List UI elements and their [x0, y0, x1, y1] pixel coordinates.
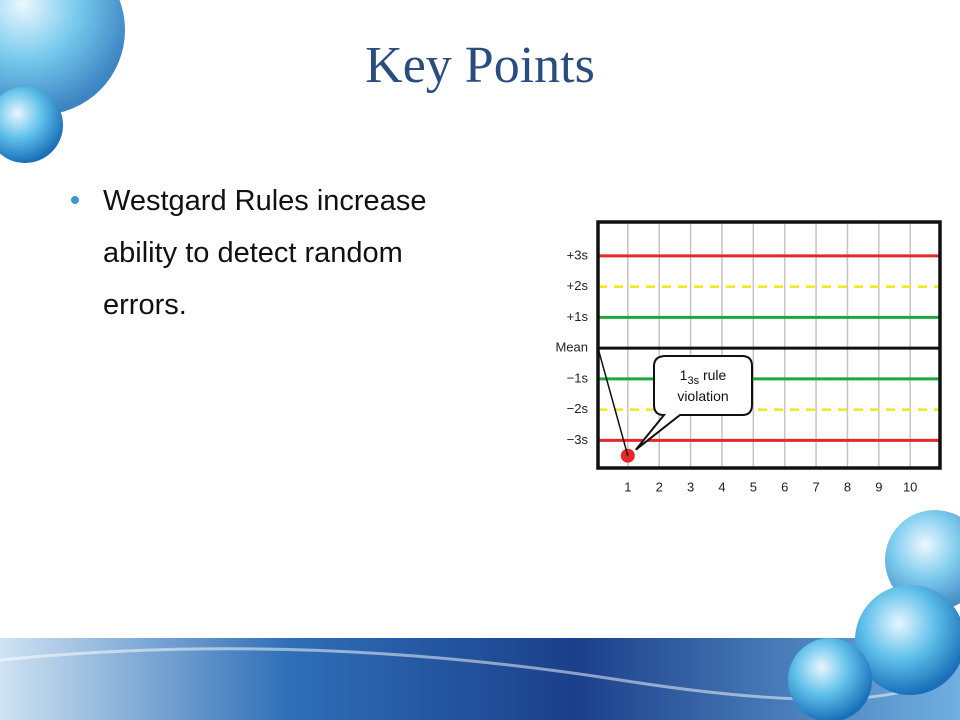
slide-title: Key Points [365, 37, 595, 94]
callout-text-part: 1 [680, 367, 688, 383]
callout-text-part: 3s [687, 375, 699, 387]
callout-pointer [597, 347, 629, 456]
callout-bubble [635, 355, 753, 451]
callout-text: 13s rule [680, 367, 727, 387]
x-tick-label: 7 [812, 479, 819, 494]
bullet-line: errors. [103, 289, 187, 321]
callout-text-part: rule [699, 367, 726, 383]
y-tick-label: +2s [567, 278, 589, 293]
x-tick-label: 6 [781, 479, 788, 494]
y-tick-label: −1s [567, 370, 589, 385]
bullet: Westgard Rules increase ability to detect… [103, 185, 426, 321]
x-tick-label: 8 [844, 479, 851, 494]
y-tick-label: +3s [567, 247, 589, 262]
x-tick-label: 4 [718, 479, 725, 494]
bullet-line: ability to detect random [103, 237, 403, 269]
x-tick-label: 10 [903, 479, 917, 494]
x-tick-label: 5 [750, 479, 757, 494]
y-tick-label: Mean [555, 340, 588, 355]
x-tick-label: 2 [656, 479, 663, 494]
x-tick-label: 9 [875, 479, 882, 494]
bullet-line: Westgard Rules increase [103, 185, 426, 217]
callout-text: violation [677, 388, 728, 404]
y-tick-label: −2s [567, 401, 589, 416]
y-tick-label: −3s [567, 432, 589, 447]
bullet-dot [71, 196, 79, 204]
x-tick-label: 3 [687, 479, 694, 494]
x-tick-label: 1 [624, 479, 631, 494]
y-tick-label: +1s [567, 309, 589, 324]
plot-frame [596, 220, 942, 470]
